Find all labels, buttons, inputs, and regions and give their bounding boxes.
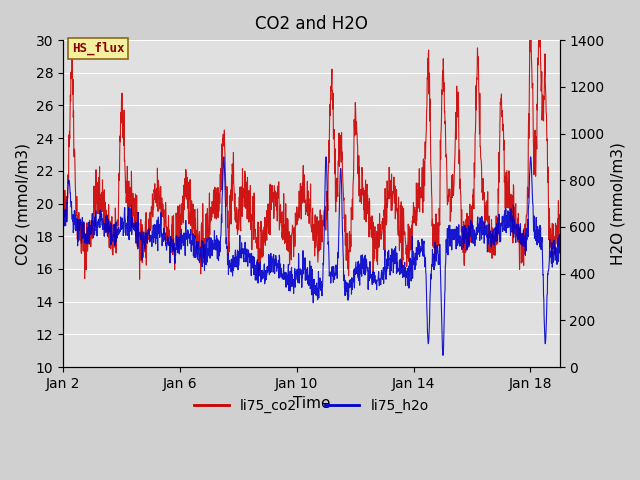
Text: HS_flux: HS_flux	[72, 42, 124, 55]
X-axis label: Time: Time	[292, 396, 330, 411]
Legend: li75_co2, li75_h2o: li75_co2, li75_h2o	[188, 394, 435, 419]
Title: CO2 and H2O: CO2 and H2O	[255, 15, 368, 33]
Y-axis label: CO2 (mmol/m3): CO2 (mmol/m3)	[15, 143, 30, 264]
Y-axis label: H2O (mmol/m3): H2O (mmol/m3)	[610, 142, 625, 265]
